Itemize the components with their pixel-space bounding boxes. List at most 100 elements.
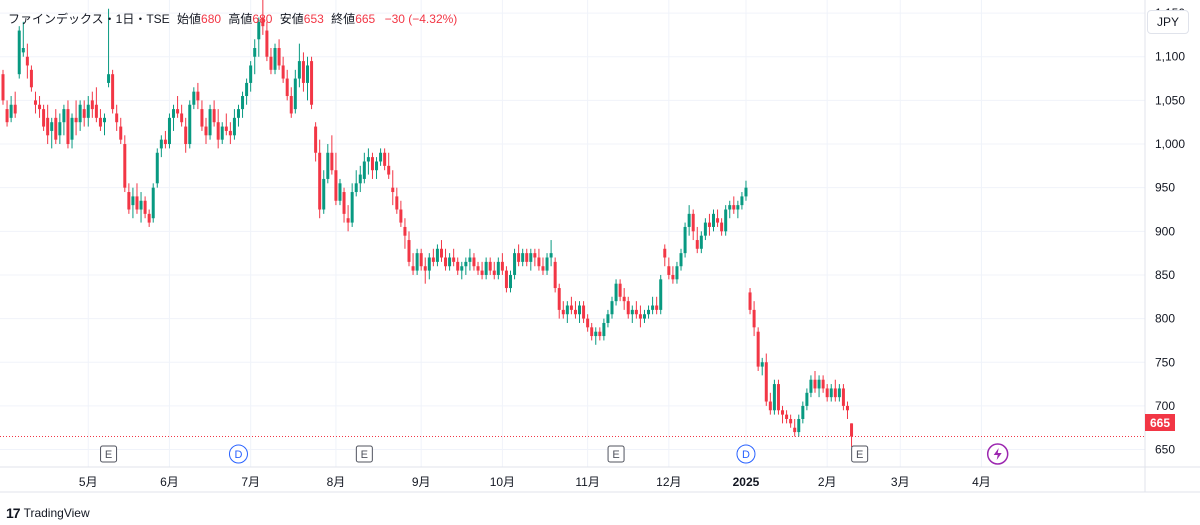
candle bbox=[330, 135, 334, 175]
candle bbox=[379, 148, 383, 166]
candle bbox=[163, 130, 167, 149]
dividend-marker-icon bbox=[736, 444, 756, 464]
candle bbox=[464, 257, 468, 275]
candle-body bbox=[379, 152, 383, 162]
earnings-marker-label: E bbox=[856, 449, 863, 461]
close-value: 665 bbox=[355, 12, 376, 26]
candle bbox=[151, 183, 155, 223]
candle-body bbox=[167, 117, 171, 145]
candle bbox=[98, 109, 102, 131]
candle bbox=[549, 240, 553, 267]
candle-body bbox=[435, 248, 439, 262]
candle-body bbox=[25, 56, 29, 66]
candle bbox=[448, 253, 452, 271]
candle bbox=[208, 104, 212, 140]
candle bbox=[306, 56, 309, 101]
candle bbox=[257, 17, 261, 57]
x-tick-label: 7月 bbox=[241, 475, 260, 489]
candle bbox=[793, 418, 797, 437]
candle-body bbox=[659, 279, 663, 310]
candle-body bbox=[651, 305, 655, 310]
candle-body bbox=[322, 178, 326, 210]
candle-body bbox=[273, 48, 277, 70]
candle-body bbox=[297, 61, 301, 79]
candle bbox=[423, 257, 427, 284]
candle-body bbox=[383, 152, 387, 166]
candle bbox=[184, 117, 188, 153]
candle bbox=[358, 165, 362, 193]
candle bbox=[127, 183, 131, 214]
candle-body bbox=[683, 226, 687, 254]
candle-body bbox=[663, 248, 667, 258]
candle-body bbox=[38, 104, 42, 110]
candle-body bbox=[671, 274, 675, 280]
candle-body bbox=[399, 209, 403, 223]
candle-body bbox=[647, 309, 651, 315]
candle bbox=[435, 244, 439, 267]
candle bbox=[54, 109, 58, 145]
candle-body bbox=[549, 253, 553, 258]
candle bbox=[439, 240, 443, 262]
candle bbox=[561, 301, 565, 319]
candle bbox=[42, 104, 46, 131]
candle bbox=[415, 248, 419, 275]
candle-body bbox=[509, 274, 512, 289]
candle bbox=[509, 270, 512, 293]
candle-body bbox=[159, 139, 163, 149]
candle-body bbox=[610, 301, 614, 315]
dividend-marker-label: D bbox=[742, 449, 750, 461]
candle bbox=[610, 296, 614, 319]
candle-body bbox=[825, 388, 829, 398]
candle bbox=[541, 257, 545, 275]
x-tick-label: 10月 bbox=[490, 475, 515, 489]
candle-body bbox=[119, 126, 123, 140]
currency-button[interactable]: JPY bbox=[1147, 10, 1189, 34]
candle bbox=[805, 388, 809, 411]
candle-body bbox=[265, 30, 269, 57]
candle bbox=[772, 379, 776, 415]
candle-body bbox=[111, 74, 115, 110]
candle bbox=[167, 113, 171, 149]
candle bbox=[70, 113, 74, 149]
candle bbox=[334, 152, 338, 206]
footer-branding[interactable]: 17 TradingView bbox=[6, 505, 90, 521]
candle-body bbox=[772, 384, 776, 411]
candle bbox=[699, 231, 703, 254]
candle bbox=[411, 253, 415, 275]
candle bbox=[46, 104, 50, 145]
x-tick-label: 4月 bbox=[972, 475, 991, 489]
candle bbox=[155, 148, 159, 188]
candle bbox=[103, 113, 106, 136]
candle bbox=[833, 379, 837, 402]
candle bbox=[602, 318, 606, 341]
candle-body bbox=[460, 266, 464, 271]
lightning-bolt-icon bbox=[993, 448, 1002, 460]
candle bbox=[687, 205, 691, 236]
candle bbox=[667, 257, 671, 280]
candle-body bbox=[841, 388, 845, 406]
candle-body bbox=[54, 117, 58, 140]
candle-body bbox=[606, 314, 610, 323]
candle-body bbox=[448, 257, 452, 267]
candle bbox=[172, 104, 176, 131]
candle-body bbox=[590, 327, 594, 337]
candle-body bbox=[736, 205, 740, 210]
candle-body bbox=[342, 192, 346, 214]
candle bbox=[196, 82, 200, 110]
candle bbox=[850, 423, 854, 447]
candle-body bbox=[50, 122, 54, 131]
candle-body bbox=[228, 130, 232, 136]
candle bbox=[204, 117, 208, 145]
y-tick-label: 1,050 bbox=[1155, 93, 1185, 107]
y-tick-label: 900 bbox=[1155, 224, 1175, 238]
candle bbox=[143, 196, 147, 219]
candle-body bbox=[622, 296, 626, 302]
candle bbox=[638, 305, 642, 328]
candle bbox=[261, 0, 265, 35]
candle-body bbox=[642, 314, 646, 319]
candle bbox=[582, 301, 586, 323]
candle-body bbox=[809, 379, 813, 393]
candle-body bbox=[553, 261, 557, 289]
candle bbox=[192, 87, 196, 110]
